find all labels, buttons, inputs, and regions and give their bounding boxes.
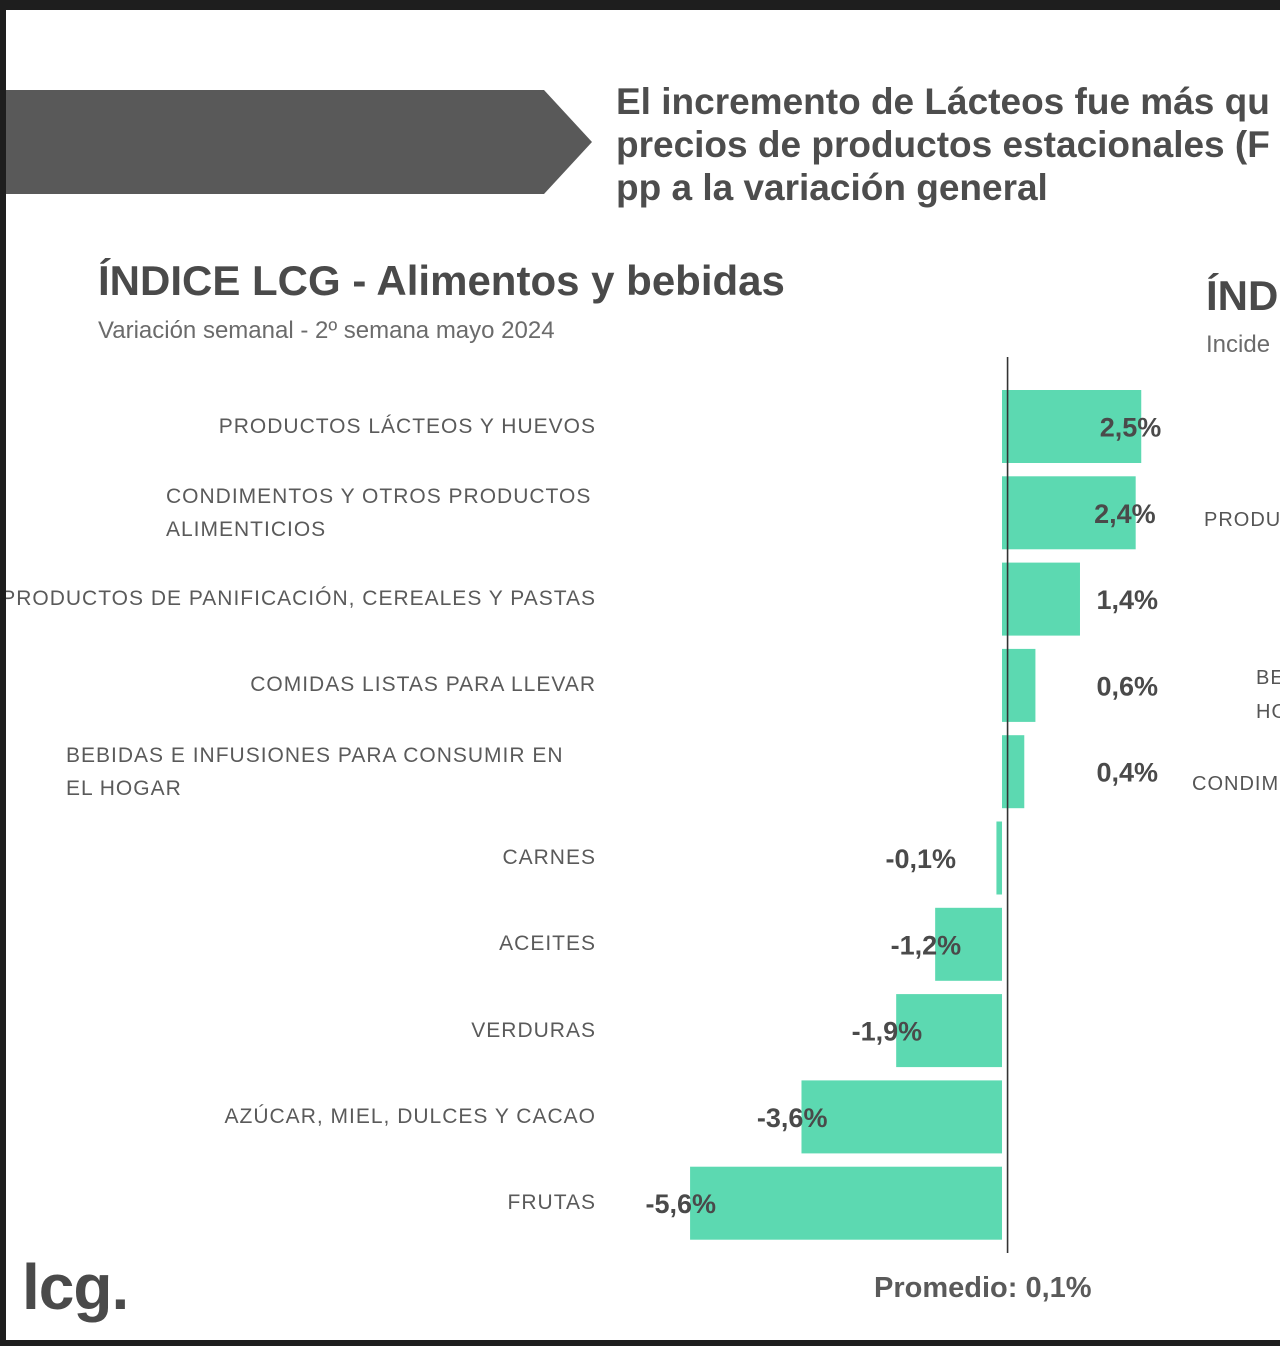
chart-subtitle: Variación semanal - 2º semana mayo 2024 <box>98 317 555 344</box>
right-label-3: HO <box>1256 701 1280 723</box>
data-label-9: -3,6% <box>757 1103 828 1133</box>
bar-5 <box>1002 735 1025 809</box>
banner-arrow <box>6 90 592 194</box>
category-label-8: VERDURAS <box>471 1018 596 1042</box>
bar-3 <box>1002 562 1080 636</box>
category-label-5: BEBIDAS E INFUSIONES PARA CONSUMIR EN EL… <box>66 743 564 800</box>
chart-title: ÍNDICE LCG - Alimentos y bebidas <box>98 257 785 304</box>
lcg-logo: lcg. <box>22 1251 129 1323</box>
category-label-2: CONDIMENTOS Y OTROS PRODUCTOS ALIMENTICI… <box>166 484 592 541</box>
data-label-6: -0,1% <box>885 844 956 874</box>
bar-2 <box>1002 476 1136 550</box>
bar-8 <box>896 994 1002 1068</box>
slide: El incremento de Lácteos fue más qu prec… <box>6 10 1280 1340</box>
banner-arrow-shape <box>6 90 592 194</box>
category-label-3: PRODUCTOS DE PANIFICACIÓN, CEREALES Y PA… <box>6 587 596 611</box>
headline: El incremento de Lácteos fue más qu prec… <box>616 80 1280 209</box>
headline-line-2: precios de productos estacionales (F <box>616 124 1270 165</box>
bar-1 <box>1002 390 1142 463</box>
headline-line-3: pp a la variación general <box>616 167 1048 208</box>
category-label-7: ACEITES <box>499 932 596 956</box>
bar-chart: 2,5% 2,4% 1,4% 0,6% 0,4% -0,1% -1,2% -1,9% -3,6%… <box>646 357 1162 1253</box>
category-label-6: CARNES <box>502 846 596 869</box>
right-chart-title: ÍND <box>1206 272 1279 319</box>
bar-9 <box>801 1080 1002 1154</box>
right-label-2: BE <box>1256 667 1280 689</box>
right-label-1: PRODU <box>1204 509 1280 531</box>
category-label-4: COMIDAS LISTAS PARA LLEVAR <box>250 673 596 697</box>
category-label-10: FRUTAS <box>507 1191 596 1215</box>
data-label-5: 0,4% <box>1096 758 1158 788</box>
bar-7 <box>935 907 1002 981</box>
headline-line-1: El incremento de Lácteos fue más qu <box>616 81 1270 122</box>
bar-6 <box>996 821 1002 895</box>
data-label-2: 2,4% <box>1094 499 1156 529</box>
category-label-1: PRODUCTOS LÁCTEOS Y HUEVOS <box>218 414 596 438</box>
bar-10 <box>690 1166 1002 1240</box>
data-label-7: -1,2% <box>891 930 962 960</box>
data-label-10: -5,6% <box>646 1189 717 1219</box>
data-label-1: 2,5% <box>1100 413 1162 443</box>
data-label-8: -1,9% <box>852 1017 923 1047</box>
average-label: Promedio: 0,1% <box>874 1272 1092 1304</box>
right-chart-subtitle: Incide <box>1206 331 1271 358</box>
data-label-4: 0,6% <box>1096 671 1158 701</box>
data-label-3: 1,4% <box>1096 585 1158 615</box>
category-label-9: AZÚCAR, MIEL, DULCES Y CACAO <box>224 1104 596 1128</box>
right-label-4: CONDIM <box>1192 773 1280 795</box>
